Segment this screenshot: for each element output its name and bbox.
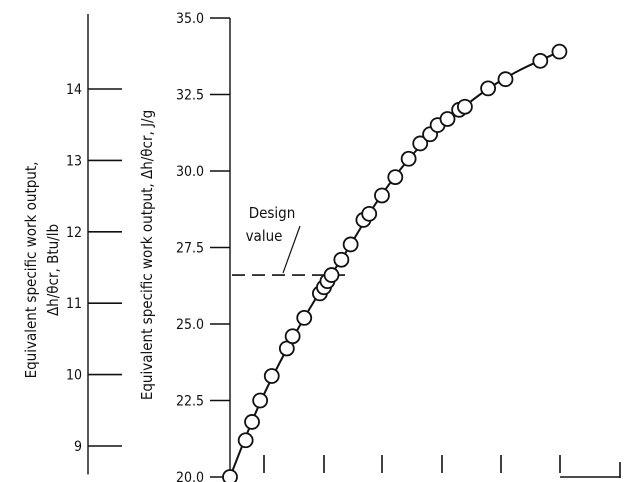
data-point xyxy=(387,169,404,186)
data-point xyxy=(222,469,238,482)
design-value-annotation: Design value xyxy=(232,204,348,276)
data-point xyxy=(532,52,549,69)
data-point xyxy=(263,368,280,384)
data-points xyxy=(222,43,568,482)
data-point xyxy=(374,187,390,204)
btu-tick-label: 12 xyxy=(66,225,82,241)
design-value-leader xyxy=(282,225,301,274)
joule-axis: 20.0 22.5 25.0 27.5 30.0 32.5 35.0 xyxy=(176,11,231,482)
btu-axis: 9 10 11 12 13 14 xyxy=(66,14,122,475)
btu-tick-label: 10 xyxy=(66,368,82,384)
data-point xyxy=(237,432,254,449)
data-point xyxy=(497,71,514,88)
data-point xyxy=(244,414,260,430)
data-point xyxy=(333,251,350,268)
data-point xyxy=(252,392,269,409)
work-output-curve xyxy=(229,50,560,478)
data-point xyxy=(342,236,359,253)
data-point xyxy=(412,135,429,152)
joule-tick-label: 30.0 xyxy=(176,164,204,180)
btu-tick-label: 13 xyxy=(66,153,82,169)
btu-axis-title-line1: Equivalent specific work output, xyxy=(22,162,40,379)
btu-axis-title-line2: Δh/θcr, Btu/lb xyxy=(44,224,62,316)
data-point xyxy=(361,205,378,222)
joule-tick-label: 25.0 xyxy=(176,317,204,333)
x-axis xyxy=(263,455,621,478)
data-point xyxy=(551,43,568,60)
data-point xyxy=(456,98,473,115)
joule-tick-label: 32.5 xyxy=(176,88,204,104)
data-point xyxy=(323,267,340,283)
data-point xyxy=(480,80,497,97)
data-point xyxy=(400,150,417,167)
btu-tick-label: 11 xyxy=(66,296,82,312)
joule-tick-label: 27.5 xyxy=(176,241,204,257)
btu-tick-label: 9 xyxy=(74,439,82,455)
design-label-line2: value xyxy=(246,227,283,245)
btu-tick-label: 14 xyxy=(66,82,82,98)
joule-axis-title: Equivalent specific work output, Δh/θcr,… xyxy=(138,110,156,400)
data-point xyxy=(284,328,301,345)
joule-tick-label: 20.0 xyxy=(176,470,204,482)
joule-tick-label: 35.0 xyxy=(176,11,204,27)
design-label-line1: Design xyxy=(249,204,296,222)
data-point xyxy=(439,111,456,127)
data-point xyxy=(296,309,313,326)
joule-tick-label: 22.5 xyxy=(176,394,204,410)
